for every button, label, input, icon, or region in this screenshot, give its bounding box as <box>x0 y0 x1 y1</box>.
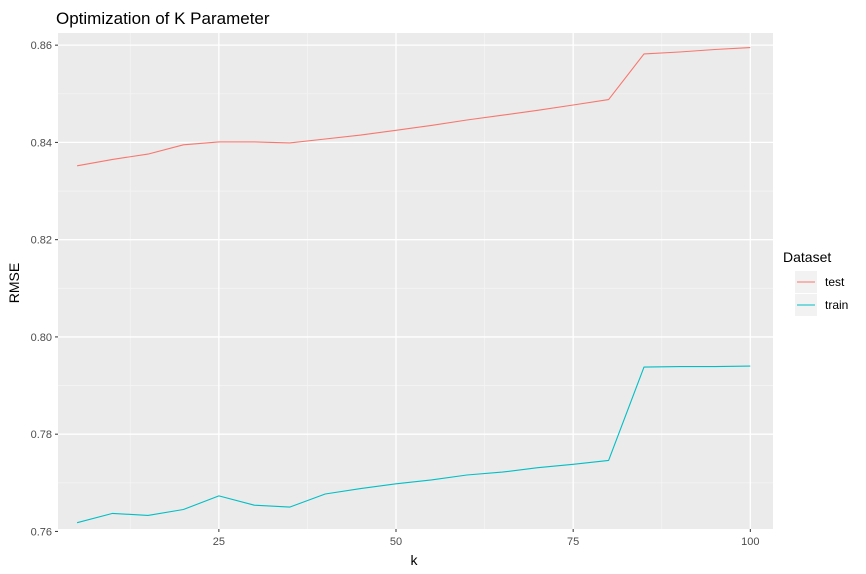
x-tick-label: 100 <box>741 536 759 548</box>
y-axis-title: RMSE <box>6 263 22 303</box>
legend-label-train: train <box>825 298 848 312</box>
x-axis-title: k <box>411 552 419 568</box>
y-tick-label: 0.78 <box>31 429 52 441</box>
legend-title: Dataset <box>783 249 831 265</box>
y-tick-label: 0.84 <box>31 137 52 149</box>
series-line-test <box>77 47 751 167</box>
panel-background <box>58 33 773 529</box>
plot-panel <box>58 33 773 529</box>
legend: Dataset test train <box>783 249 848 316</box>
y-tick-label: 0.82 <box>31 235 52 247</box>
axis-ticks: 0.76 0.78 0.80 0.82 0.84 0.86 25 50 75 100 <box>31 40 760 548</box>
legend-label-test: test <box>825 275 845 289</box>
x-tick-label: 50 <box>390 536 402 548</box>
x-tick-label: 75 <box>567 536 579 548</box>
x-tick-label: 25 <box>213 536 225 548</box>
chart-title: Optimization of K Parameter <box>56 9 270 28</box>
y-tick-label: 0.86 <box>31 40 52 52</box>
series-lines <box>76 47 751 524</box>
y-tick-label: 0.76 <box>31 526 52 538</box>
series-line-train <box>76 365 751 524</box>
grid-lines <box>58 33 773 533</box>
y-tick-label: 0.80 <box>31 332 52 344</box>
